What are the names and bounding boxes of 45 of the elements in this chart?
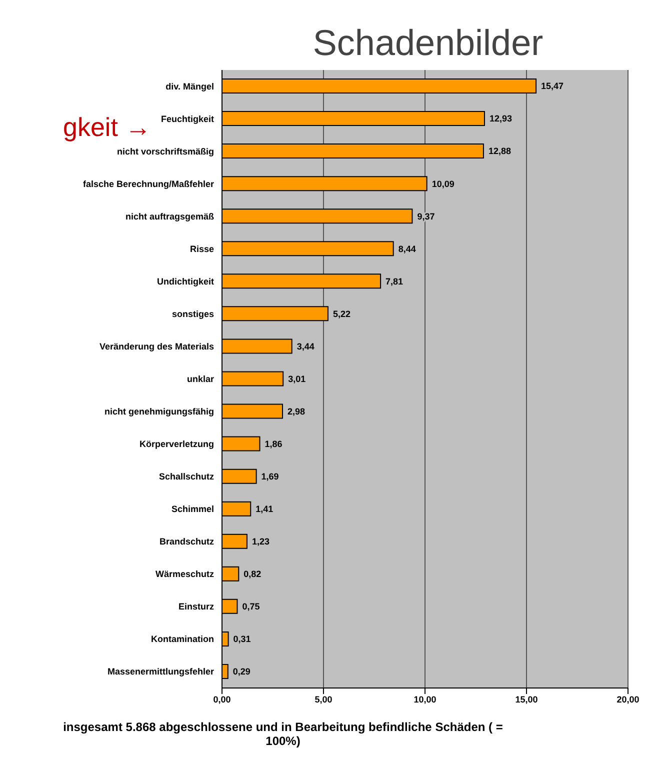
- y-tick-label: Schimmel: [171, 504, 214, 514]
- x-tick-label: 0,00: [213, 694, 231, 704]
- data-label: 1,69: [261, 472, 279, 482]
- y-tick-label: falsche Berechnung/Maßfehler: [82, 178, 214, 189]
- data-label: 7,81: [386, 276, 404, 286]
- data-label: 0,29: [232, 666, 250, 677]
- data-label: 2,98: [287, 406, 306, 416]
- y-tick-label: nicht auftragsgemäß: [125, 211, 214, 222]
- y-tick-label: nicht genehmigungsfähig: [104, 406, 214, 417]
- data-label: 5,22: [332, 308, 350, 319]
- data-label: 12,88: [488, 146, 511, 156]
- y-tick-label: div. Mängel: [166, 81, 214, 92]
- data-label: 15,47: [541, 81, 564, 92]
- y-tick-label: nicht vorschriftsmäßig: [116, 146, 214, 156]
- y-tick-label: Feuchtigkeit: [160, 114, 214, 124]
- data-label: 0,75: [242, 602, 260, 612]
- y-tick-label: Wärmeschutz: [155, 569, 214, 580]
- x-tick-label: 15,00: [515, 694, 538, 704]
- y-tick-label: Risse: [190, 244, 214, 254]
- chart-title: Schadenbilder: [312, 22, 544, 64]
- x-tick-label: 5,00: [314, 694, 332, 704]
- y-tick-label: Körperverletzung: [139, 439, 214, 450]
- text: gkeit →: [63, 112, 152, 143]
- data-label: 0,82: [244, 569, 262, 580]
- data-label: 1,86: [264, 438, 282, 449]
- data-label: 10,09: [432, 178, 454, 189]
- y-tick-label: sonstiges: [172, 308, 214, 319]
- data-label: 1,41: [256, 504, 274, 514]
- text: insgesamt 5.868 abgeschlossene und in Bearbeitung befindliche Schäden ( = 100%): [62, 720, 504, 748]
- y-tick-label: Kontamination: [151, 634, 214, 644]
- y-tick-label: Undichtigkeit: [156, 276, 214, 286]
- data-label: 0,31: [233, 634, 251, 644]
- y-tick-label: Schallschutz: [158, 472, 214, 482]
- x-tick-label: 20,00: [616, 694, 640, 704]
- data-label: 12,93: [489, 114, 512, 124]
- data-label: 8,44: [398, 244, 416, 254]
- x-tick-label: 10,00: [414, 694, 436, 704]
- data-label: 3,01: [288, 374, 306, 384]
- y-tick-label: Einsturz: [178, 602, 214, 612]
- y-tick-label: Massenermittlungsfehler: [107, 666, 214, 677]
- y-tick-label: unklar: [186, 374, 214, 384]
- y-tick-label: Brandschutz: [159, 536, 214, 547]
- data-label: 3,44: [296, 341, 314, 352]
- y-tick-label: Veränderung des Materials: [99, 341, 214, 352]
- data-label: 1,23: [252, 536, 270, 547]
